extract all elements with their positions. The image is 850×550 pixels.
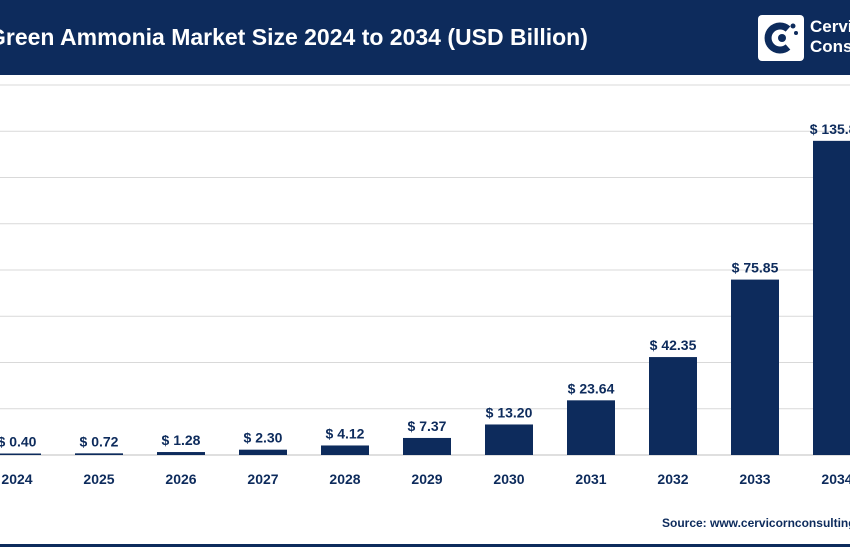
data-label: $ 1.28 (162, 432, 201, 448)
x-tick-label: 2027 (247, 471, 278, 487)
data-label: $ 23.64 (568, 380, 615, 396)
x-tick-label: 2028 (329, 471, 360, 487)
bar (649, 357, 697, 455)
data-label: $ 2.30 (244, 430, 283, 446)
logo-c-icon (758, 15, 804, 61)
bar (403, 437, 451, 455)
bottom-divider (0, 544, 850, 547)
x-tick-label: 2033 (739, 471, 770, 487)
data-label: $ 135.85 (810, 121, 850, 137)
data-label: $ 0.40 (0, 434, 37, 450)
bar-chart: $ 0.40 2024 $ 0.72 2025 $ 1.28 2026 $ 2.30 2027… (0, 84, 850, 487)
x-tick-label: 2030 (493, 471, 524, 487)
bar (0, 453, 41, 455)
x-tick-label: 2034 (821, 471, 850, 487)
x-tick-label: 2025 (83, 471, 114, 487)
x-tick-label: 2031 (575, 471, 606, 487)
brand-logo: Cervicorn Consulting (758, 15, 850, 61)
x-tick-label: 2026 (165, 471, 196, 487)
bar (239, 449, 287, 455)
bar (813, 140, 850, 456)
data-label: $ 0.72 (80, 433, 119, 449)
bar (157, 452, 205, 455)
chart-header: Green Ammonia Market Size 2024 to 2034 (… (0, 0, 850, 75)
data-label: $ 75.85 (732, 260, 779, 276)
data-label: $ 4.12 (326, 425, 365, 441)
bar (567, 400, 615, 455)
x-tick-label: 2032 (657, 471, 688, 487)
source-text: Source: www.cervicornconsulting.com (662, 516, 850, 530)
bar (485, 424, 533, 455)
bar (75, 453, 123, 455)
x-tick-label: 2024 (1, 471, 32, 487)
bar (321, 445, 369, 455)
data-label: $ 13.20 (486, 404, 533, 420)
logo-text: Cervicorn Consulting (810, 17, 850, 57)
data-label: $ 42.35 (650, 337, 697, 353)
chart-title: Green Ammonia Market Size 2024 to 2034 (… (0, 24, 588, 50)
bar (731, 279, 779, 455)
data-label: $ 7.37 (408, 418, 447, 434)
logo-line-1: Cervicorn (810, 17, 850, 36)
logo-line-2: Consulting (810, 37, 850, 56)
x-tick-label: 2029 (411, 471, 442, 487)
